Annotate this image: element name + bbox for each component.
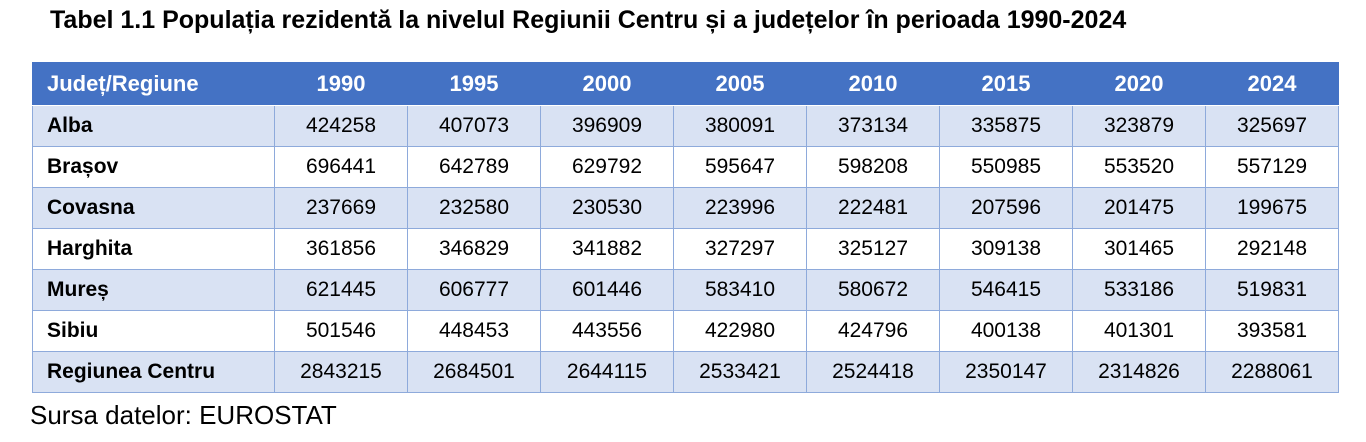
- cell-2010: 2524418: [806, 351, 940, 393]
- cell-1990: 424258: [274, 105, 408, 147]
- cell-1990: 621445: [274, 269, 408, 311]
- cell-2010: 325127: [806, 228, 940, 270]
- column-header-year-2020: 2020: [1072, 62, 1206, 106]
- column-header-year-2005: 2005: [673, 62, 807, 106]
- row-label: Brașov: [32, 146, 275, 188]
- column-header-year-2010: 2010: [806, 62, 940, 106]
- table-row-mureș: Mureș 621445 606777 601446 583410 580672 54641…: [32, 269, 1339, 311]
- cell-2000: 629792: [540, 146, 674, 188]
- cell-2005: 422980: [673, 310, 807, 352]
- cell-2000: 230530: [540, 187, 674, 229]
- cell-1990: 501546: [274, 310, 408, 352]
- table-row-sibiu: Sibiu 501546 448453 443556 422980 424796 40013…: [32, 310, 1339, 352]
- cell-1995: 606777: [407, 269, 541, 311]
- cell-2010: 373134: [806, 105, 940, 147]
- cell-2015: 546415: [939, 269, 1073, 311]
- cell-2024: 557129: [1205, 146, 1339, 188]
- cell-1990: 2843215: [274, 351, 408, 393]
- row-label: Harghita: [32, 228, 275, 270]
- cell-2005: 327297: [673, 228, 807, 270]
- cell-2020: 401301: [1072, 310, 1206, 352]
- cell-1995: 642789: [407, 146, 541, 188]
- table-header-row: Județ/Regiune 1990 1995 2000 2005 2010 2015 202…: [32, 62, 1339, 106]
- cell-1995: 2684501: [407, 351, 541, 393]
- table-header: Județ/Regiune 1990 1995 2000 2005 2010 2015 202…: [32, 62, 1339, 106]
- table-row-brașov: Brașov 696441 642789 629792 595647 598208 5509…: [32, 146, 1339, 188]
- row-label: Covasna: [32, 187, 275, 229]
- cell-2015: 2350147: [939, 351, 1073, 393]
- cell-2010: 424796: [806, 310, 940, 352]
- cell-2005: 583410: [673, 269, 807, 311]
- column-header-year-2024: 2024: [1205, 62, 1339, 106]
- row-label: Alba: [32, 105, 275, 147]
- cell-2000: 443556: [540, 310, 674, 352]
- cell-1995: 407073: [407, 105, 541, 147]
- cell-2000: 601446: [540, 269, 674, 311]
- cell-2010: 222481: [806, 187, 940, 229]
- cell-2015: 309138: [939, 228, 1073, 270]
- cell-2024: 519831: [1205, 269, 1339, 311]
- cell-2000: 341882: [540, 228, 674, 270]
- cell-2005: 595647: [673, 146, 807, 188]
- cell-2024: 199675: [1205, 187, 1339, 229]
- column-header-year-1990: 1990: [274, 62, 408, 106]
- cell-1990: 237669: [274, 187, 408, 229]
- cell-2005: 2533421: [673, 351, 807, 393]
- row-label: Sibiu: [32, 310, 275, 352]
- cell-1995: 232580: [407, 187, 541, 229]
- cell-2010: 598208: [806, 146, 940, 188]
- cell-2020: 533186: [1072, 269, 1206, 311]
- column-header-year-2000: 2000: [540, 62, 674, 106]
- cell-1990: 361856: [274, 228, 408, 270]
- column-header-year-1995: 1995: [407, 62, 541, 106]
- population-table: Județ/Regiune 1990 1995 2000 2005 2010 2015 202…: [32, 62, 1339, 393]
- cell-2020: 553520: [1072, 146, 1206, 188]
- cell-2020: 2314826: [1072, 351, 1206, 393]
- row-label: Mureș: [32, 269, 275, 311]
- cell-2015: 335875: [939, 105, 1073, 147]
- source-note: Sursa datelor: EUROSTAT: [30, 400, 337, 430]
- cell-1990: 696441: [274, 146, 408, 188]
- cell-2015: 400138: [939, 310, 1073, 352]
- cell-2024: 325697: [1205, 105, 1339, 147]
- cell-2015: 550985: [939, 146, 1073, 188]
- table-body: Alba 424258 407073 396909 380091 373134 335875…: [32, 105, 1339, 393]
- cell-2020: 323879: [1072, 105, 1206, 147]
- column-header-year-2015: 2015: [939, 62, 1073, 106]
- cell-2005: 223996: [673, 187, 807, 229]
- cell-2000: 2644115: [540, 351, 674, 393]
- cell-2020: 201475: [1072, 187, 1206, 229]
- table-row-alba: Alba 424258 407073 396909 380091 373134 335875…: [32, 105, 1339, 147]
- column-header-judet-regiune: Județ/Regiune: [32, 62, 275, 106]
- cell-2005: 380091: [673, 105, 807, 147]
- cell-1995: 448453: [407, 310, 541, 352]
- table-row-harghita: Harghita 361856 346829 341882 327297 325127 30…: [32, 228, 1339, 270]
- cell-2024: 393581: [1205, 310, 1339, 352]
- cell-2024: 292148: [1205, 228, 1339, 270]
- table-row-regiunea-centru: Regiunea Centru 2843215 2684501 2644115 2533…: [32, 351, 1339, 393]
- row-label: Regiunea Centru: [32, 351, 275, 393]
- cell-2010: 580672: [806, 269, 940, 311]
- cell-2024: 2288061: [1205, 351, 1339, 393]
- table-row-covasna: Covasna 237669 232580 230530 223996 222481 207…: [32, 187, 1339, 229]
- cell-1995: 346829: [407, 228, 541, 270]
- cell-2020: 301465: [1072, 228, 1206, 270]
- cell-2000: 396909: [540, 105, 674, 147]
- table-title: Tabel 1.1 Populația rezidentă la nivelul…: [50, 6, 1127, 34]
- cell-2015: 207596: [939, 187, 1073, 229]
